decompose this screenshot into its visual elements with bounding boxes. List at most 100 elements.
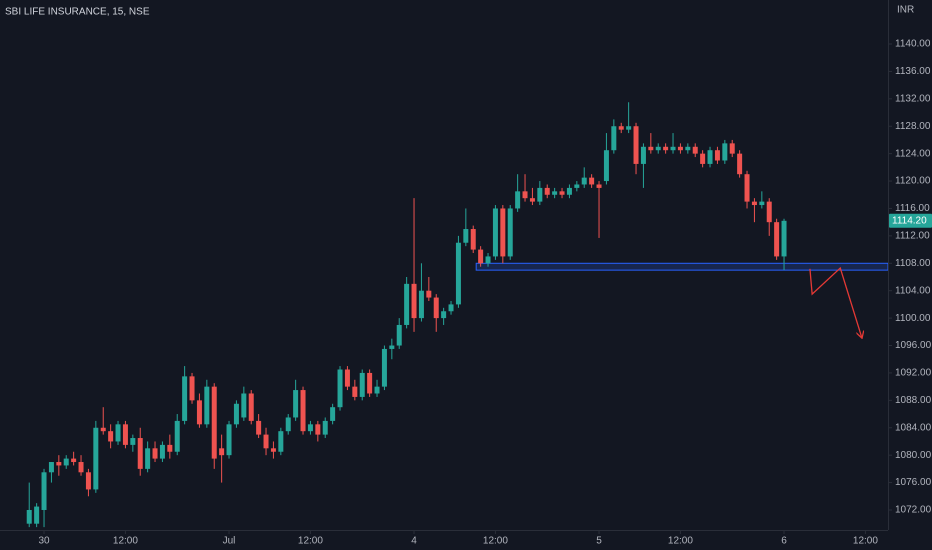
x-tick-label: 12:00 bbox=[298, 536, 323, 547]
candle-body bbox=[589, 177, 595, 185]
x-tick-label: 12:00 bbox=[113, 536, 138, 547]
candle-body bbox=[441, 311, 447, 319]
candle-body bbox=[256, 420, 262, 435]
candle-body bbox=[63, 458, 69, 466]
candle-body bbox=[470, 229, 476, 250]
candle-body bbox=[759, 201, 765, 206]
candle-body bbox=[352, 386, 358, 397]
support-zone bbox=[475, 262, 889, 271]
candle-body bbox=[552, 191, 558, 195]
x-tick-label: 12:00 bbox=[853, 536, 878, 547]
candle-body bbox=[611, 126, 617, 151]
candle-body bbox=[78, 462, 84, 473]
candle-body bbox=[34, 506, 40, 524]
candle-body bbox=[337, 369, 343, 408]
candle-body bbox=[122, 424, 128, 445]
x-tick-label: 4 bbox=[411, 536, 417, 547]
y-tick-label: 1136.00 bbox=[895, 66, 931, 77]
forecast-arrow bbox=[809, 266, 862, 337]
candle-body bbox=[196, 400, 202, 425]
candle-body bbox=[26, 509, 32, 524]
x-tick-label: Jul bbox=[223, 536, 236, 547]
y-tick-label: 1108.00 bbox=[895, 258, 931, 269]
candle-body bbox=[603, 150, 609, 182]
candle-body bbox=[130, 438, 136, 445]
candle-body bbox=[41, 472, 47, 510]
x-tick-label: 5 bbox=[596, 536, 602, 547]
candle-body bbox=[492, 208, 498, 257]
candle-body bbox=[56, 462, 62, 466]
candle-body bbox=[685, 146, 691, 151]
candle-body bbox=[307, 424, 313, 432]
currency-label: INR bbox=[897, 5, 914, 16]
y-tick-label: 1120.00 bbox=[895, 176, 931, 187]
candle-body bbox=[270, 448, 276, 452]
candle-body bbox=[618, 126, 624, 130]
candle-body bbox=[85, 472, 91, 490]
candle-body bbox=[566, 187, 572, 195]
candle-body bbox=[233, 403, 239, 425]
candle-body bbox=[714, 150, 720, 161]
candle-body bbox=[774, 222, 780, 257]
candle-body bbox=[389, 345, 395, 349]
candle-body bbox=[367, 372, 373, 394]
candle-body bbox=[722, 143, 728, 161]
x-tick-label: 30 bbox=[38, 536, 50, 547]
candle-body bbox=[648, 146, 654, 151]
candle-body bbox=[418, 290, 424, 319]
candle-body bbox=[241, 393, 247, 418]
candle-body bbox=[359, 372, 365, 397]
candle-body bbox=[640, 146, 646, 164]
candle-body bbox=[48, 462, 54, 473]
candle-body bbox=[93, 427, 99, 490]
candle-body bbox=[219, 448, 225, 456]
y-tick-label: 1084.00 bbox=[895, 422, 932, 433]
candle-body bbox=[100, 427, 106, 432]
candle-body bbox=[559, 191, 565, 195]
candle-body bbox=[174, 420, 180, 452]
y-tick-label: 1088.00 bbox=[895, 395, 932, 406]
candle-body bbox=[189, 376, 195, 401]
x-tick-label: 12:00 bbox=[483, 536, 508, 547]
candle-body bbox=[515, 191, 521, 209]
candle-body bbox=[293, 390, 299, 418]
last-price-box bbox=[889, 213, 932, 228]
plot-area bbox=[26, 102, 889, 528]
candle-body bbox=[374, 386, 380, 394]
y-tick-label: 1092.00 bbox=[895, 368, 932, 379]
candle-body bbox=[381, 348, 387, 387]
candle-body bbox=[167, 444, 173, 452]
candle-body bbox=[226, 424, 232, 456]
candle-body bbox=[781, 220, 787, 257]
candle-body bbox=[411, 283, 417, 319]
last-price-label: 1114.20 bbox=[892, 215, 927, 226]
candle-body bbox=[544, 187, 550, 195]
candle-body bbox=[744, 174, 750, 202]
axes: 1072.00 1076.00 1080.00 1084.00 1088.00 1092.… bbox=[38, 39, 932, 547]
candle-body bbox=[300, 390, 306, 432]
candle-body bbox=[463, 229, 469, 243]
candle-body bbox=[596, 184, 602, 188]
candle-body bbox=[737, 153, 743, 175]
y-tick-label: 1100.00 bbox=[895, 313, 931, 324]
candle-body bbox=[145, 448, 151, 469]
y-tick-label: 1080.00 bbox=[895, 450, 932, 461]
y-tick-label: 1096.00 bbox=[895, 340, 932, 351]
candle-body bbox=[581, 177, 587, 185]
candle-body bbox=[677, 146, 683, 151]
candle-body bbox=[263, 434, 269, 449]
candle-body bbox=[248, 393, 254, 421]
candle-body bbox=[700, 153, 706, 164]
candle-body bbox=[633, 126, 639, 164]
candle-body bbox=[522, 191, 528, 199]
candle-body bbox=[322, 420, 328, 435]
candle-body bbox=[315, 424, 321, 435]
y-tick-label: 1076.00 bbox=[895, 477, 932, 488]
y-tick-label: 1132.00 bbox=[895, 93, 931, 104]
candle-body bbox=[204, 386, 210, 425]
candle-body bbox=[537, 187, 543, 202]
candle-body bbox=[71, 458, 77, 463]
x-tick-label: 6 bbox=[781, 536, 787, 547]
